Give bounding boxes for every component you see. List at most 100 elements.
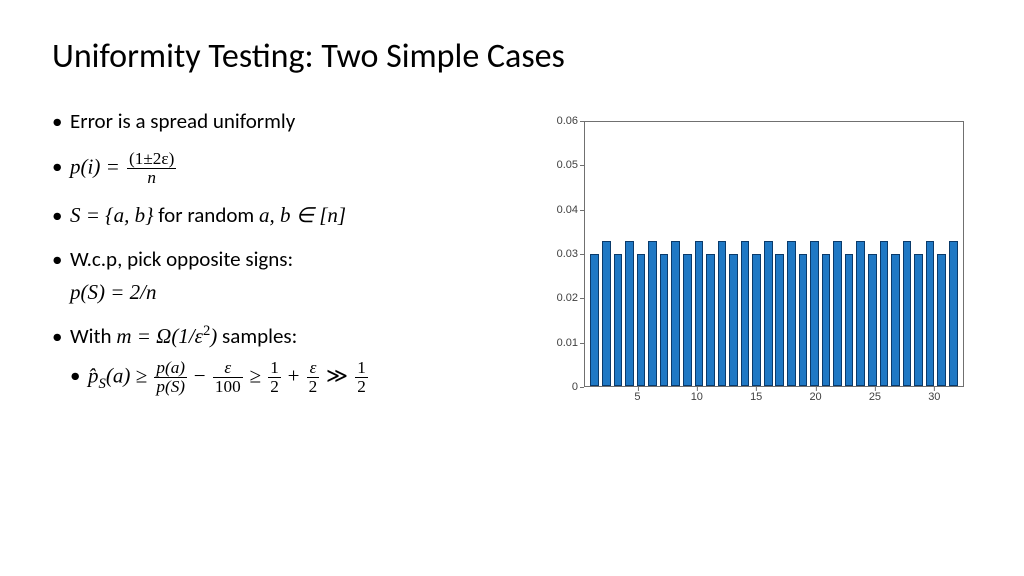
bar [671, 241, 680, 386]
bullet-list: Error is a spread uniformly p(i) = (1±2ε… [52, 105, 522, 408]
b2-frac: (1±2ε) n [125, 150, 178, 187]
bar [637, 254, 646, 386]
b6-mid1: − [194, 363, 211, 387]
bar-slot [936, 122, 948, 386]
b6-f4d: 2 [307, 378, 320, 396]
bar-slot [901, 122, 913, 386]
bar-slot [867, 122, 879, 386]
b6-f5d: 2 [355, 378, 368, 396]
bar-slot [809, 122, 821, 386]
b6-f3: 12 [266, 359, 283, 396]
b4-b: p(S) = 2/n [70, 280, 157, 304]
b4-a: W.c.p, pick opposite signs: [70, 246, 293, 272]
bar [833, 241, 842, 386]
bar [741, 241, 750, 386]
bar-slot [728, 122, 740, 386]
bar-chart: 00.010.020.030.040.050.06 51015202530 [542, 113, 972, 413]
b5-a: With [70, 323, 116, 349]
bar-slot [682, 122, 694, 386]
x-tick: 30 [928, 391, 940, 403]
b6-mid4: ≫ [326, 363, 353, 387]
b6-f2d: 100 [213, 378, 243, 396]
b6-f3n: 1 [268, 359, 281, 378]
b2-lhs: p(i) = [70, 154, 125, 178]
bar-slot [716, 122, 728, 386]
b6-f1: p(a)p(S) [152, 359, 189, 396]
bullet-2: p(i) = (1±2ε) n [52, 150, 522, 187]
bar [614, 254, 623, 386]
x-tick: 5 [634, 391, 640, 403]
y-tick: 0.01 [557, 337, 578, 349]
bar-slot [739, 122, 751, 386]
b3-c: a, b ∈ [n] [259, 203, 346, 227]
bar-slot [855, 122, 867, 386]
bullet-3: S = {a, b} for random a, b ∈ [n] [52, 199, 522, 232]
y-tick: 0.04 [557, 204, 578, 216]
bar [706, 254, 715, 386]
bar-slot [762, 122, 774, 386]
bar-slot [635, 122, 647, 386]
b6-f1d: p(S) [154, 378, 187, 396]
bar-slot [878, 122, 890, 386]
bar [845, 254, 854, 386]
content-row: Error is a spread uniformly p(i) = (1±2ε… [52, 105, 972, 413]
bar [764, 241, 773, 386]
b6-f5n: 1 [355, 359, 368, 378]
bar-slot [693, 122, 705, 386]
b6-f4n: ε [307, 359, 320, 378]
bar-slot [947, 122, 959, 386]
bar-slot [913, 122, 925, 386]
bar [787, 241, 796, 386]
x-tick: 25 [869, 391, 881, 403]
y-tick: 0.06 [557, 115, 578, 127]
bar-slot [832, 122, 844, 386]
bullet-4: W.c.p, pick opposite signs: p(S) = 2/n [52, 243, 522, 308]
x-tick: 20 [809, 391, 821, 403]
x-tick: 15 [750, 391, 762, 403]
x-axis-ticks: 5 10 15 20 25 30 [584, 389, 964, 413]
bar [625, 241, 634, 386]
bar-slot [658, 122, 670, 386]
b6-f2: ε100 [211, 359, 245, 396]
bar-slot [820, 122, 832, 386]
x-tick: 10 [691, 391, 703, 403]
y-tick: 0 [572, 381, 578, 393]
b6-mid2: ≥ [249, 363, 266, 387]
slide-title: Uniformity Testing: Two Simple Cases [52, 36, 972, 77]
b6-f5: 12 [353, 359, 370, 396]
bar-slot [624, 122, 636, 386]
bar [683, 254, 692, 386]
bar [590, 254, 599, 386]
bar [926, 241, 935, 386]
bar [868, 254, 877, 386]
b3-a: S = {a, b} [70, 203, 153, 227]
b6-lhs: p̂ [88, 363, 99, 387]
bar [660, 254, 669, 386]
bar [937, 254, 946, 386]
bar-slot [890, 122, 902, 386]
bar-slot [843, 122, 855, 386]
bar-slot [786, 122, 798, 386]
bar-slot [924, 122, 936, 386]
b6-f4: ε2 [305, 359, 322, 396]
bar-slot [612, 122, 624, 386]
bar-slot [589, 122, 601, 386]
bars-group [585, 122, 963, 386]
bar [810, 241, 819, 386]
bar-slot [774, 122, 786, 386]
b3-b: for random [158, 202, 259, 228]
y-tick: 0.03 [557, 248, 578, 260]
y-axis-ticks: 00.010.020.030.040.050.06 [542, 121, 582, 387]
bar [799, 254, 808, 386]
bar [729, 254, 738, 386]
bar [695, 241, 704, 386]
bar [903, 241, 912, 386]
bar [949, 241, 958, 386]
bar [648, 241, 657, 386]
b6-sub: S [99, 376, 106, 392]
b6-f1n: p(a) [154, 359, 187, 378]
bar [602, 241, 611, 386]
bar [822, 254, 831, 386]
bar [880, 241, 889, 386]
bar-slot [751, 122, 763, 386]
